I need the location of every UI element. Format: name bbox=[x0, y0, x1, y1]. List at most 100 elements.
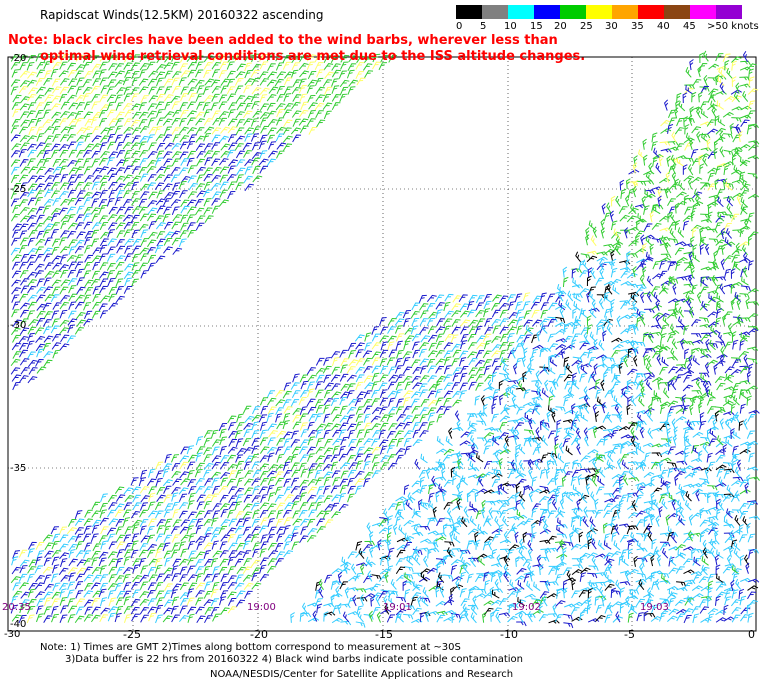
wind-barb bbox=[42, 143, 52, 152]
wind-barb bbox=[299, 93, 308, 103]
scale-swatch bbox=[612, 5, 638, 19]
wind-barb bbox=[742, 91, 749, 102]
wind-barb bbox=[251, 87, 262, 95]
wind-barb bbox=[186, 110, 197, 118]
wind-barb bbox=[59, 134, 70, 143]
wind-barb bbox=[235, 71, 246, 79]
wind-barb bbox=[50, 143, 61, 152]
wind-barb bbox=[139, 135, 149, 144]
wind-barb bbox=[306, 54, 317, 62]
wind-barb bbox=[187, 61, 197, 70]
wind-barb bbox=[267, 71, 278, 79]
wind-barb bbox=[10, 125, 19, 134]
wind-barb bbox=[107, 109, 116, 118]
wind-barb bbox=[689, 59, 694, 71]
wind-barb bbox=[91, 126, 101, 134]
wind-barb bbox=[211, 93, 220, 102]
wind-barb bbox=[348, 79, 358, 87]
wind-barb bbox=[298, 84, 307, 94]
wind-barb bbox=[667, 124, 674, 134]
wind-barb bbox=[307, 71, 317, 80]
wind-barb bbox=[692, 78, 702, 87]
wind-barb bbox=[75, 101, 85, 110]
wind-barb bbox=[44, 70, 52, 79]
wind-barb bbox=[163, 126, 172, 135]
wind-barb bbox=[684, 124, 690, 135]
wind-barb bbox=[212, 54, 222, 62]
wind-barb bbox=[322, 79, 333, 87]
wind-barb bbox=[108, 63, 118, 71]
scale-label: 45 bbox=[683, 21, 696, 32]
wind-barb bbox=[106, 126, 115, 135]
wind-barb bbox=[234, 78, 244, 86]
wind-barb bbox=[44, 135, 54, 144]
wind-barb bbox=[306, 85, 315, 94]
wind-barb bbox=[139, 69, 147, 78]
wind-barb bbox=[227, 134, 237, 143]
wind-barb bbox=[731, 106, 743, 111]
wind-barb bbox=[276, 94, 285, 102]
lat-label: -35 bbox=[10, 463, 26, 474]
wind-barb bbox=[699, 101, 709, 110]
wind-barb bbox=[218, 135, 229, 143]
wind-barb bbox=[187, 87, 197, 95]
wind-barb bbox=[138, 119, 148, 128]
wind-barb bbox=[220, 126, 231, 134]
wind-barb bbox=[36, 126, 44, 136]
wind-barb bbox=[218, 101, 228, 110]
wind-barb bbox=[27, 93, 37, 102]
wind-barb bbox=[84, 143, 94, 151]
wind-barb bbox=[100, 85, 109, 94]
wind-barb bbox=[691, 126, 702, 134]
wind-barb bbox=[250, 118, 259, 127]
wind-barb bbox=[711, 106, 717, 118]
wind-barb bbox=[203, 55, 214, 63]
wind-barb bbox=[36, 133, 45, 142]
wind-barb bbox=[123, 118, 133, 127]
wind-barb bbox=[251, 63, 262, 72]
wind-barb bbox=[91, 63, 102, 72]
wind-barb bbox=[60, 111, 70, 119]
wind-barb bbox=[171, 101, 180, 110]
wind-barb bbox=[44, 87, 54, 96]
wind-barb bbox=[331, 78, 339, 87]
wind-barb bbox=[12, 94, 22, 103]
scale-swatch bbox=[638, 5, 664, 19]
wind-barb bbox=[747, 100, 756, 110]
wind-barb bbox=[688, 114, 693, 126]
wind-barb bbox=[11, 143, 22, 151]
wind-barb bbox=[210, 79, 221, 88]
scale-swatch bbox=[716, 5, 742, 19]
wind-barb bbox=[259, 53, 268, 62]
wind-barb bbox=[259, 61, 269, 70]
wind-barb bbox=[123, 126, 134, 134]
wind-barb bbox=[82, 61, 92, 70]
wind-barb bbox=[92, 111, 103, 119]
wind-barb bbox=[162, 134, 172, 142]
wind-barb bbox=[52, 61, 62, 70]
wind-barb bbox=[362, 63, 373, 71]
wind-barb bbox=[35, 117, 44, 127]
wind-barb bbox=[123, 54, 133, 63]
wind-barb bbox=[115, 118, 124, 127]
wind-barb bbox=[27, 55, 36, 63]
wind-barb bbox=[252, 110, 263, 118]
wind-barb bbox=[187, 78, 198, 86]
wind-barb bbox=[76, 127, 87, 135]
wind-barb bbox=[74, 70, 84, 79]
wind-barb bbox=[11, 102, 21, 110]
wind-barb bbox=[266, 94, 277, 102]
wind-barb bbox=[91, 101, 100, 110]
wind-barb bbox=[82, 126, 93, 134]
scale-label: 15 bbox=[530, 21, 543, 32]
wind-barb bbox=[322, 93, 331, 103]
wind-barb bbox=[324, 71, 334, 79]
wind-barb bbox=[195, 111, 205, 120]
wind-barb bbox=[274, 78, 284, 87]
wind-barb bbox=[195, 118, 205, 126]
wind-barb bbox=[196, 85, 205, 94]
wind-barb bbox=[244, 69, 253, 79]
wind-barb bbox=[236, 63, 246, 72]
wind-barb bbox=[284, 71, 294, 79]
wind-barb bbox=[710, 91, 716, 103]
